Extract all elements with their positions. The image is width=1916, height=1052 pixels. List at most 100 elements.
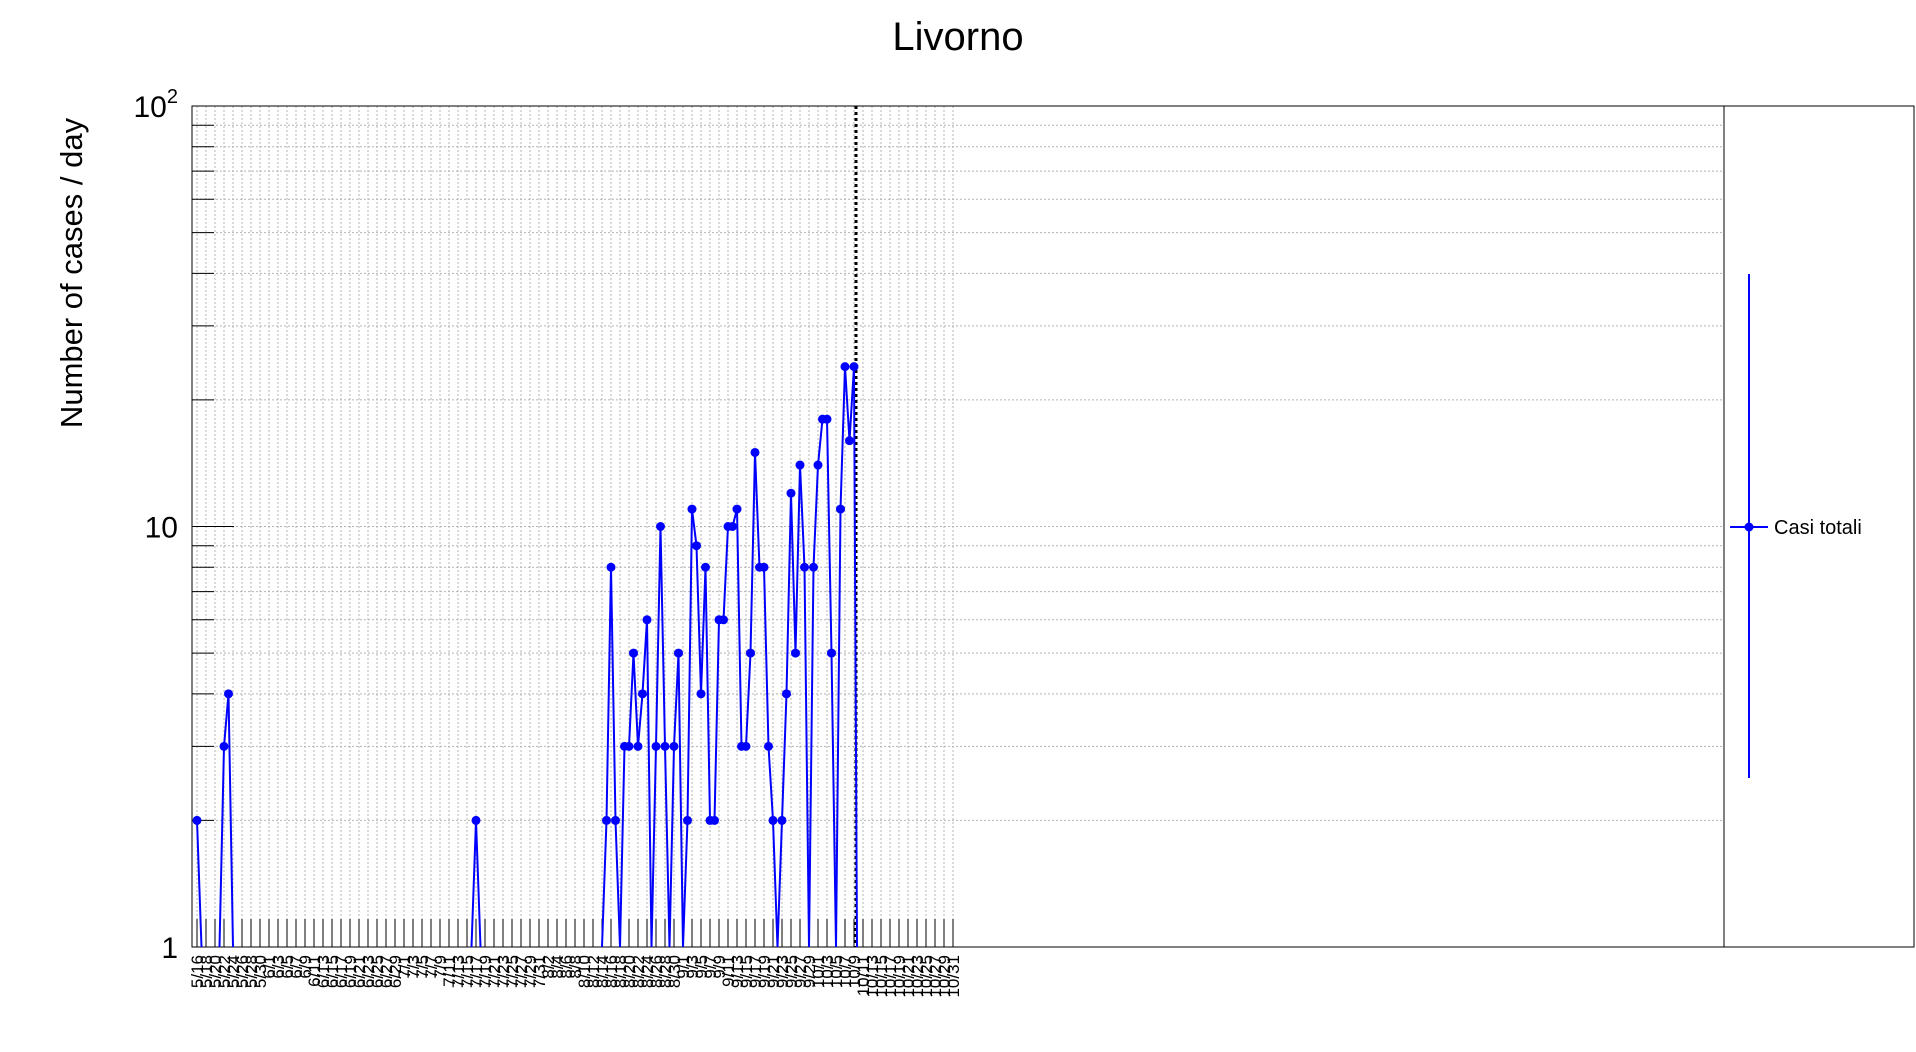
- x-tick-label: 6/23: [359, 955, 378, 988]
- data-point: [813, 460, 823, 470]
- x-tick-label: 7/23: [494, 955, 513, 988]
- chart-title: Livorno: [892, 15, 1023, 59]
- data-point: [687, 504, 697, 514]
- series-line: [835, 509, 842, 948]
- x-tick-label: 8/6: [557, 955, 576, 979]
- x-tick-label: 6/9: [296, 955, 315, 979]
- x-tick-label: 10/13: [863, 955, 882, 998]
- series-line: [754, 452, 761, 568]
- x-tick-label: 9/17: [746, 955, 765, 988]
- series-line: [655, 526, 662, 747]
- data-point: [786, 488, 796, 498]
- series-line: [610, 567, 617, 821]
- data-point: [750, 447, 760, 457]
- x-tick-label: 7/25: [503, 955, 522, 988]
- data-point: [638, 689, 647, 699]
- x-tick-label: 10/5: [827, 955, 846, 988]
- x-tick-label: 5/18: [197, 955, 216, 988]
- x-tick-label: 7/3: [404, 955, 423, 979]
- series-line: [794, 465, 801, 654]
- x-tick-label: 9/23: [773, 955, 792, 988]
- x-tick-label: 5/30: [251, 955, 270, 988]
- series-line: [830, 653, 837, 948]
- series-line: [700, 567, 707, 694]
- x-tick-label: 10/11: [854, 955, 873, 996]
- legend-marker: [1744, 522, 1754, 532]
- series-line: [227, 693, 234, 948]
- x-tick-label: 7/5: [413, 955, 432, 979]
- data-point: [795, 460, 805, 470]
- series-line: [637, 693, 644, 747]
- x-tick-label: 8/28: [656, 955, 675, 988]
- series-line: [839, 366, 846, 510]
- x-tick-label: 7/13: [449, 955, 468, 988]
- x-tick-label: 7/19: [476, 955, 495, 988]
- series-line: [817, 419, 824, 466]
- data-point: [809, 562, 818, 572]
- x-tick-label: 10/27: [926, 955, 945, 998]
- legend: Casi totali: [1730, 274, 1862, 778]
- x-tick-label: 10/15: [872, 955, 891, 998]
- x-tick-label: 7/9: [431, 955, 450, 979]
- series-line: [785, 493, 792, 694]
- series-line: [745, 653, 752, 747]
- data-point: [746, 648, 755, 658]
- x-tick-label: 10/7: [836, 955, 855, 988]
- data-point: [674, 648, 683, 658]
- series-line: [601, 820, 608, 948]
- x-tick-label: 8/24: [638, 955, 657, 988]
- series-line: [736, 509, 743, 747]
- x-tick-label: 6/1: [260, 955, 279, 979]
- x-tick-label: 5/28: [242, 955, 261, 988]
- series-line: [668, 746, 675, 948]
- series-line: [695, 545, 702, 694]
- series-line: [682, 820, 689, 948]
- x-tick-label: 9/15: [737, 955, 756, 988]
- x-tick-label: 5/20: [206, 955, 225, 988]
- x-tick-label: 6/17: [332, 955, 351, 988]
- series-line: [803, 567, 810, 948]
- x-tick-label: 8/8: [566, 955, 585, 979]
- series-line: [632, 653, 639, 747]
- x-tick-label: 8/16: [602, 955, 621, 988]
- data-point: [471, 815, 481, 825]
- data-point: [764, 741, 773, 751]
- x-tick-label: 7/21: [485, 955, 504, 988]
- series-line: [722, 526, 729, 620]
- data-point: [642, 615, 652, 625]
- series-line: [763, 567, 770, 747]
- data-point: [656, 522, 665, 531]
- x-tick-label: 9/21: [764, 955, 783, 988]
- x-tick-label: 8/18: [611, 955, 630, 988]
- data-point: [683, 815, 692, 825]
- series-line: [677, 653, 684, 948]
- series-line: [749, 452, 756, 654]
- x-tick-label: 9/11: [719, 955, 738, 987]
- data-point: [669, 741, 679, 751]
- x-tick-label: 10/3: [818, 955, 837, 988]
- x-tick-label: 9/7: [701, 955, 720, 979]
- x-tick-label: 9/13: [728, 955, 747, 988]
- series-line: [475, 820, 482, 948]
- x-tick-label: 6/21: [350, 955, 369, 988]
- x-tick-label: 8/4: [548, 955, 567, 979]
- data-point: [845, 436, 854, 446]
- x-tick-label: 9/5: [692, 955, 711, 979]
- legend-label: Casi totali: [1774, 517, 1862, 539]
- x-tick-label: 10/17: [881, 955, 900, 998]
- x-tick-label: 6/29: [386, 955, 405, 988]
- series-line: [790, 493, 797, 654]
- x-tick-label: 10/31: [944, 955, 963, 998]
- x-tick-label: 9/1: [674, 955, 693, 979]
- series-line: [713, 619, 720, 821]
- series-line: [826, 419, 833, 654]
- series-line: [196, 820, 203, 948]
- series-line: [664, 746, 671, 948]
- x-tick-label: 10/21: [899, 955, 918, 998]
- x-tick-label: 10/1: [809, 955, 828, 988]
- x-tick-label: 7/1: [395, 955, 414, 979]
- x-tick-label: 7/15: [458, 955, 477, 988]
- x-tick-label: 6/5: [278, 955, 297, 979]
- x-tick-label: 8/14: [593, 955, 612, 988]
- series-line: [470, 820, 477, 948]
